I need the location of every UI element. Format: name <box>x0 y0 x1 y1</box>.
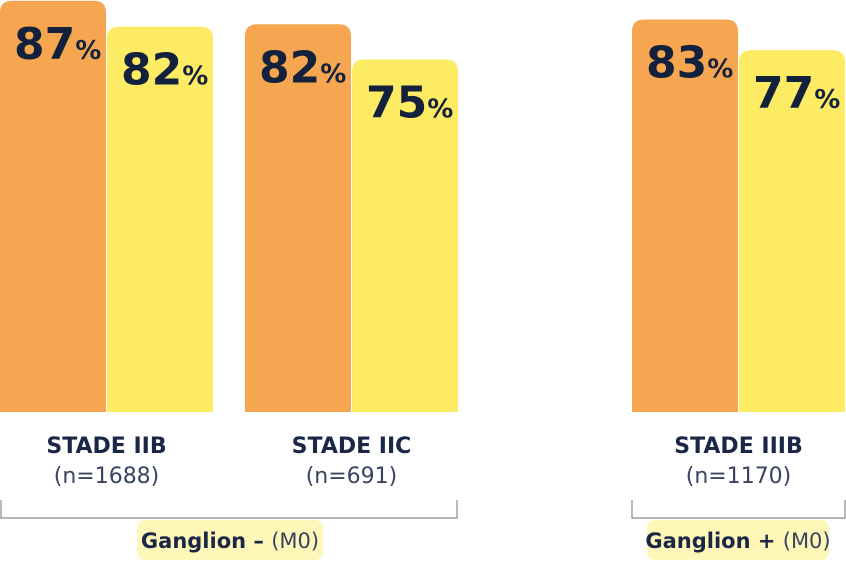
group-bracket-1 <box>631 500 846 519</box>
bar-0-series-1 <box>107 26 213 412</box>
bar-1-series-0-value-label: 82% <box>259 42 346 93</box>
category-n-label-1: (n=691) <box>306 464 398 489</box>
bar-1-series-1-value-label: 75% <box>366 78 453 129</box>
bar-1-series-1 <box>352 59 458 412</box>
bar-2-series-1-value-label: 77% <box>753 68 840 119</box>
bar-0-series-0 <box>0 0 106 412</box>
category-label-2: STADE IIIB <box>674 434 802 459</box>
bar-2-series-0 <box>632 19 738 413</box>
bar-0-series-1-value-label: 82% <box>121 45 208 96</box>
bar-0-series-0-value-label: 87% <box>14 19 101 70</box>
group-bracket-0 <box>0 500 458 519</box>
group-label-1: Ganglion + (M0) <box>645 529 830 553</box>
category-n-label-2: (n=1170) <box>686 464 792 489</box>
bar-1-series-0 <box>245 24 351 412</box>
bar-2-series-0-value-label: 83% <box>646 38 733 89</box>
bar-2-series-1 <box>739 50 845 412</box>
group-label-bg-1 <box>647 520 829 560</box>
category-label-1: STADE IIC <box>292 434 412 459</box>
group-label-bg-0 <box>137 520 323 560</box>
category-n-label-0: (n=1688) <box>54 464 160 489</box>
category-label-0: STADE IIB <box>46 434 166 459</box>
group-label-0: Ganglion – (M0) <box>141 529 319 553</box>
